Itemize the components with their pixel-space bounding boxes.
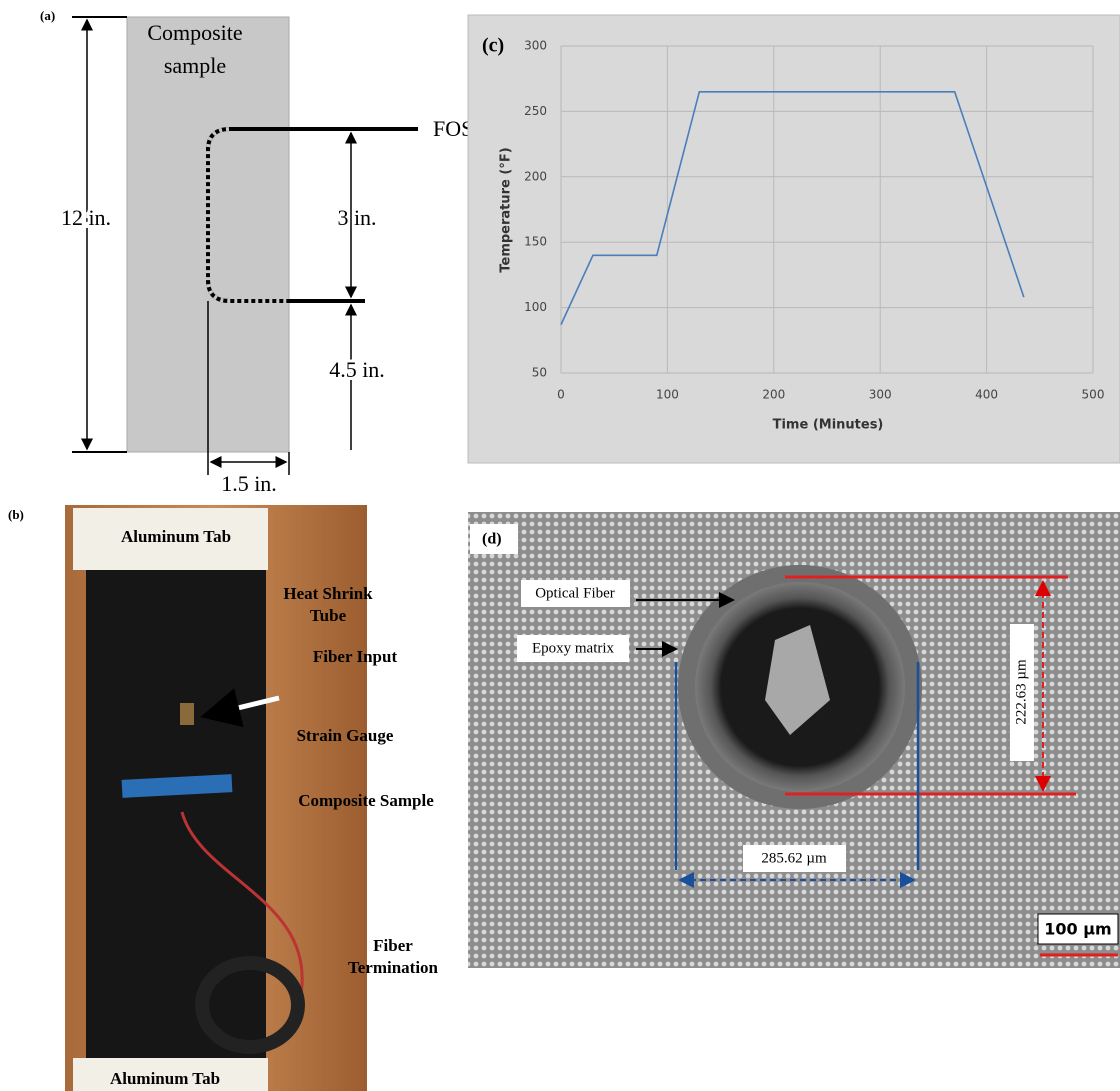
tab-label: Aluminum Tab [110,1069,220,1088]
panel-label: (c) [482,35,504,57]
x-tick-label: 400 [975,388,998,402]
y-tick-label: 50 [532,366,547,380]
panel-a: (a) Composite sample 12 in. FOS 3 in. 4.… [40,8,473,496]
x-tick-label: 100 [656,388,679,402]
y-tick-label: 100 [524,300,547,314]
panel-label: (b) [8,507,24,522]
callout: Epoxy matrix [532,640,615,656]
figure: (a) Composite sample 12 in. FOS 3 in. 4.… [0,0,1120,1091]
panel-label: (a) [40,8,55,23]
y-tick-label: 200 [524,169,547,183]
x-tick-label: 0 [557,388,565,402]
gauge [180,703,194,725]
sample-label: Composite [147,20,242,45]
photo-label: Termination [348,958,439,977]
y-axis-title: Temperature (°F) [499,147,514,272]
dim-label: 1.5 in. [221,471,277,496]
dim-label: 3 in. [337,205,376,230]
x-tick-label: 500 [1082,388,1105,402]
panel-d: (d) Optical Fiber Epoxy matrix 222.63 µm… [468,512,1120,968]
callout: Optical Fiber [535,585,615,601]
x-tick-label: 300 [869,388,892,402]
panel-b: (b) Aluminum Tab Heat Shrink Tube Fiber … [8,505,439,1091]
measure-label: 285.62 µm [761,850,827,866]
photo-label: Fiber [373,936,413,955]
chart-frame [468,15,1120,463]
panel-label: (d) [482,531,502,548]
photo-label: Composite Sample [298,791,434,810]
fos-label: FOS [433,116,473,141]
photo-label: Heat Shrink [283,584,373,603]
y-tick-label: 300 [524,39,547,53]
tab-label: Aluminum Tab [121,527,231,546]
y-tick-label: 150 [524,235,547,249]
page: (a) Composite sample 12 in. FOS 3 in. 4.… [0,0,1120,1091]
dim-label: 12 in. [61,205,111,230]
x-axis-title: Time (Minutes) [773,418,884,433]
panel-c: (c) Time (Minutes) Temperature (°F) 50 10… [468,15,1120,463]
dim-label: 4.5 in. [329,357,385,382]
photo-label: Fiber Input [313,647,398,666]
sample-label: sample [164,53,226,78]
photo-label: Strain Gauge [297,726,394,745]
composite-strip [86,560,266,1065]
scale-label: 100 µm [1044,920,1111,939]
measure-label: 222.63 µm [1013,659,1029,725]
x-tick-label: 200 [762,388,785,402]
y-tick-label: 250 [524,104,547,118]
photo-label: Tube [310,606,347,625]
